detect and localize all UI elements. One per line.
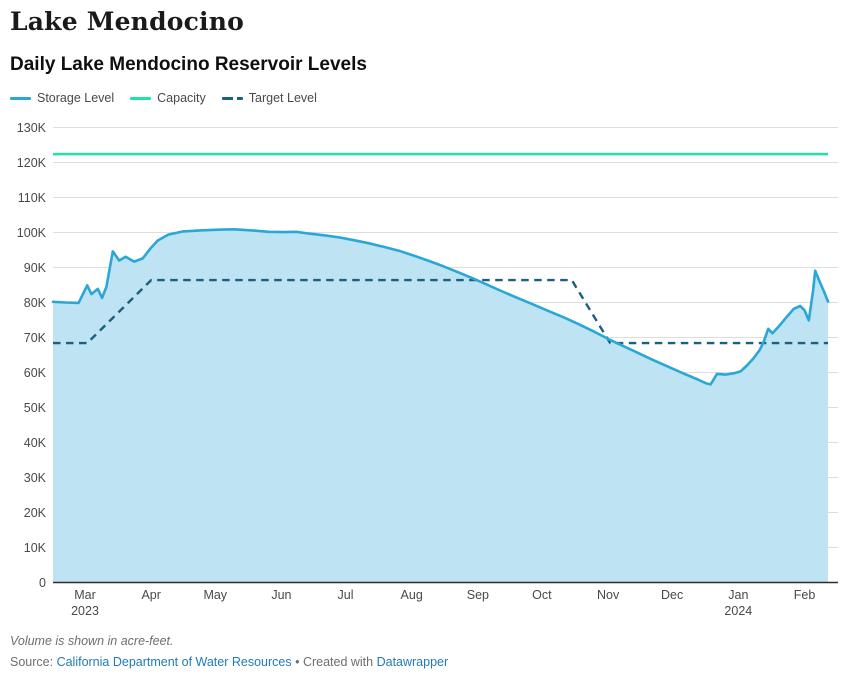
created-with-text: Created with [302, 655, 377, 669]
svg-text:0: 0 [39, 576, 46, 590]
svg-text:Sep: Sep [467, 588, 489, 602]
source-prefix: Source: [10, 655, 57, 669]
svg-text:Aug: Aug [401, 588, 423, 602]
svg-text:60K: 60K [24, 366, 47, 380]
svg-text:Feb: Feb [794, 588, 816, 602]
chart-subtitle: Daily Lake Mendocino Reservoir Levels [10, 54, 367, 75]
svg-text:Jul: Jul [338, 588, 354, 602]
legend-item-capacity: Capacity [130, 91, 206, 105]
svg-text:May: May [203, 588, 227, 602]
source-line: Source: California Department of Water R… [10, 655, 844, 669]
source-link[interactable]: California Department of Water Resources [56, 655, 292, 669]
svg-text:Mar: Mar [74, 588, 96, 602]
svg-text:Oct: Oct [532, 588, 552, 602]
svg-text:Jun: Jun [271, 588, 291, 602]
svg-text:Nov: Nov [597, 588, 620, 602]
svg-text:Apr: Apr [141, 588, 160, 602]
datawrapper-link[interactable]: Datawrapper [376, 655, 449, 669]
svg-text:90K: 90K [24, 261, 47, 275]
x-axis-labels: Mar 2023 Apr May Jun Jul Aug Sep Oct Nov Dec Jan 202… [71, 588, 815, 618]
chart-card: Lake Mendocino Daily Lake Mendocino Rese… [0, 6, 844, 696]
chart-canvas: 0 10K 20K 30K 40K 50K 60K 70K 80K 90K 100K 110K 120K… [17, 121, 838, 618]
storage-line-swatch [10, 96, 31, 100]
page-title: Lake Mendocino [10, 7, 244, 36]
svg-text:2023: 2023 [71, 604, 99, 618]
svg-text:80K: 80K [24, 296, 47, 310]
y-axis-labels: 0 10K 20K 30K 40K 50K 60K 70K 80K 90K 100K 110K 120K… [17, 121, 47, 590]
source-separator: • [291, 655, 303, 669]
reservoir-chart: 0 10K 20K 30K 40K 50K 60K 70K 80K 90K 100K 110K 120K… [0, 112, 844, 624]
storage-line [51, 228, 830, 386]
legend: Storage Level Capacity Target Level [10, 90, 844, 106]
target-line-swatch [221, 96, 243, 100]
storage-area [53, 229, 828, 583]
svg-text:110K: 110K [18, 191, 47, 205]
svg-text:130K: 130K [17, 121, 47, 135]
svg-text:40K: 40K [24, 436, 47, 450]
legend-label-capacity: Capacity [157, 91, 206, 105]
legend-item-target: Target Level [221, 91, 317, 105]
legend-item-storage: Storage Level [10, 91, 114, 105]
legend-label-storage: Storage Level [37, 91, 115, 105]
svg-text:50K: 50K [24, 401, 47, 415]
svg-text:10K: 10K [24, 541, 47, 555]
legend-label-target: Target Level [248, 91, 317, 105]
svg-text:20K: 20K [24, 506, 47, 520]
svg-text:100K: 100K [17, 226, 47, 240]
svg-text:2024: 2024 [724, 604, 752, 618]
svg-text:Jan: Jan [728, 588, 748, 602]
capacity-line-swatch [130, 96, 152, 100]
chart-footnote: Volume is shown in acre-feet. [10, 634, 174, 648]
svg-text:70K: 70K [24, 331, 47, 345]
svg-text:30K: 30K [24, 471, 47, 485]
svg-text:Dec: Dec [661, 588, 683, 602]
svg-text:120K: 120K [17, 156, 47, 170]
target-line [53, 278, 828, 345]
